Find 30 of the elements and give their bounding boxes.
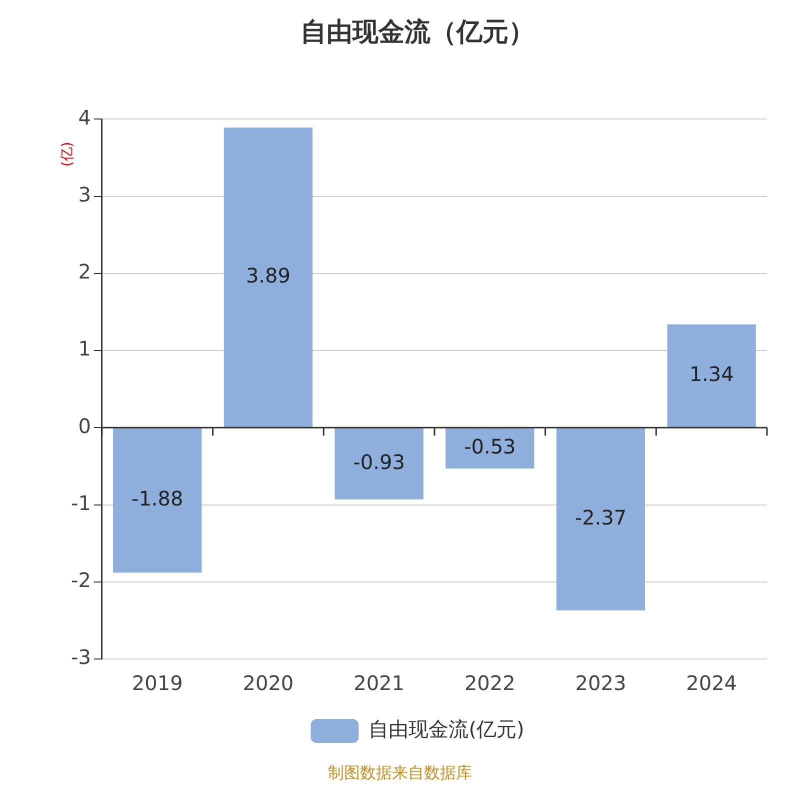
y-tick-label: 0 — [78, 414, 91, 438]
x-tick-label: 2020 — [242, 671, 294, 696]
x-tick-label: 2023 — [575, 671, 626, 696]
legend-label: 自由现金流(亿元) — [368, 717, 524, 742]
data-label: -0.93 — [353, 450, 405, 474]
y-tick-label: 3 — [78, 182, 91, 207]
bar — [224, 128, 313, 428]
bar — [667, 324, 756, 428]
y-tick-label: -2 — [70, 568, 91, 592]
bar — [113, 428, 202, 573]
x-tick-label: 2019 — [132, 671, 183, 696]
x-tick-label: 2022 — [464, 671, 516, 696]
data-label: 3.89 — [246, 264, 290, 288]
data-label: -0.53 — [464, 434, 516, 459]
chart-title: 自由现金流（亿元） — [300, 17, 534, 48]
y-tick-label: 1 — [78, 336, 91, 361]
bar — [556, 428, 646, 610]
y-axis-title: (亿) — [60, 142, 76, 167]
bar — [334, 428, 424, 500]
y-tick-label: 2 — [78, 260, 91, 284]
y-tick-label: -1 — [70, 490, 91, 515]
x-tick-label: 2021 — [354, 671, 404, 696]
text: 制图数据来自数据库 — [327, 763, 473, 784]
y-tick-label: 4 — [78, 105, 91, 130]
data-label: -1.88 — [131, 486, 184, 511]
x-tick-label: 2024 — [686, 671, 738, 696]
data-label: 1.34 — [689, 362, 734, 386]
bar — [446, 428, 534, 469]
data-label: -2.37 — [574, 505, 627, 530]
y-tick-label: -3 — [70, 645, 91, 670]
